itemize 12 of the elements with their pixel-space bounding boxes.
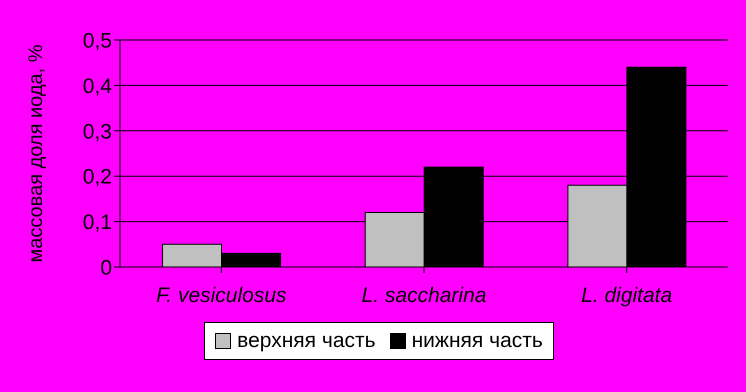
y-tick-label: 0,1	[82, 211, 112, 234]
y-tick-label: 0,2	[82, 166, 112, 189]
y-tick-label: 0	[100, 256, 112, 280]
y-tick-label: 0,3	[82, 120, 112, 144]
x-tick-label: L. saccharina	[362, 284, 486, 307]
legend-label: верхняя часть	[236, 329, 376, 353]
y-tick-label: 0,5	[82, 29, 112, 52]
y-axis-title: массовая доля иода, %	[25, 44, 48, 263]
legend-label: нижняя часть	[410, 329, 543, 353]
y-tick-label: 0,4	[82, 74, 112, 98]
x-tick-label: L. digitata	[581, 284, 672, 307]
x-tick-label: F. vesiculosus	[156, 284, 287, 307]
